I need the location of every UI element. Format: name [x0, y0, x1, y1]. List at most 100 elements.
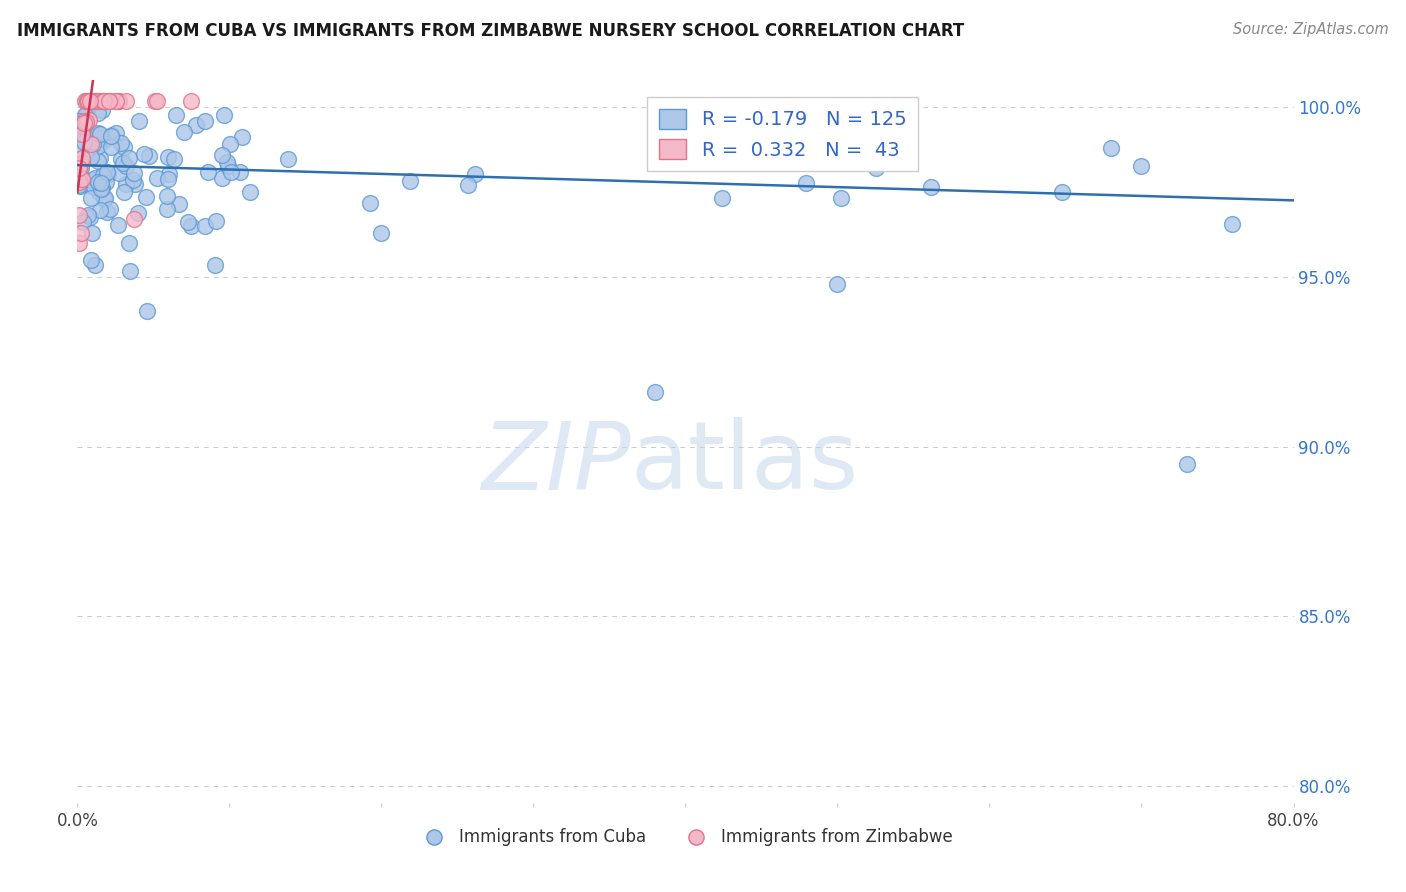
- Point: [104, 126, 127, 140]
- Point: [115, 178, 138, 192]
- Point: [72, 124, 94, 138]
- Point: [176, 215, 198, 229]
- Point: [98, 94, 121, 108]
- Point: [110, 152, 132, 166]
- Point: [80, 150, 103, 164]
- Text: ZIP: ZIP: [481, 417, 631, 508]
- Point: [77, 113, 100, 128]
- Point: [112, 140, 135, 154]
- Point: [127, 206, 149, 220]
- Point: [180, 94, 202, 108]
- Point: [865, 161, 887, 175]
- Point: [180, 219, 202, 234]
- Point: [98, 94, 121, 108]
- Point: [104, 94, 127, 108]
- Point: [80, 252, 103, 267]
- Point: [73, 136, 96, 150]
- Point: [143, 94, 166, 108]
- Point: [83, 259, 105, 273]
- Point: [122, 173, 145, 187]
- Point: [86, 94, 108, 108]
- Point: [89, 128, 111, 142]
- Point: [67, 208, 90, 222]
- Point: [118, 235, 141, 250]
- Point: [211, 170, 233, 185]
- Point: [197, 165, 219, 179]
- Point: [231, 130, 253, 145]
- Point: [79, 94, 101, 108]
- Point: [1050, 185, 1073, 199]
- Point: [73, 113, 96, 128]
- Point: [76, 106, 98, 120]
- Point: [156, 188, 179, 202]
- Point: [69, 178, 91, 193]
- Point: [114, 159, 136, 173]
- Point: [90, 176, 112, 190]
- Point: [70, 152, 93, 166]
- Point: [217, 154, 239, 169]
- Point: [219, 137, 242, 152]
- Point: [1099, 140, 1122, 154]
- Point: [122, 166, 145, 180]
- Point: [214, 107, 236, 121]
- Point: [219, 165, 242, 179]
- Point: [93, 94, 115, 108]
- Point: [87, 139, 110, 153]
- Point: [107, 94, 129, 108]
- Point: [104, 94, 127, 108]
- Point: [115, 94, 138, 108]
- Point: [101, 128, 124, 142]
- Point: [79, 94, 101, 108]
- Point: [146, 171, 169, 186]
- Point: [67, 161, 90, 175]
- Point: [80, 137, 103, 152]
- Point: [239, 186, 262, 200]
- Point: [398, 173, 420, 187]
- Point: [165, 107, 187, 121]
- Point: [96, 94, 118, 108]
- Point: [87, 154, 110, 169]
- Text: atlas: atlas: [631, 417, 859, 509]
- Point: [194, 219, 217, 234]
- Point: [108, 94, 131, 108]
- Point: [90, 179, 112, 194]
- Point: [128, 113, 150, 128]
- Point: [70, 156, 93, 170]
- Point: [76, 94, 98, 108]
- Point: [90, 182, 112, 196]
- Point: [100, 140, 122, 154]
- Point: [108, 166, 131, 180]
- Point: [80, 191, 103, 205]
- Point: [80, 173, 103, 187]
- Point: [136, 304, 159, 318]
- Point: [70, 161, 93, 176]
- Point: [111, 156, 134, 170]
- Point: [69, 157, 91, 171]
- Point: [89, 151, 111, 165]
- Point: [69, 117, 91, 131]
- Point: [146, 94, 169, 108]
- Point: [67, 165, 90, 179]
- Point: [370, 226, 392, 240]
- Point: [211, 148, 233, 162]
- Point: [67, 178, 90, 192]
- Point: [86, 127, 108, 141]
- Point: [157, 171, 180, 186]
- Point: [1220, 217, 1243, 231]
- Point: [124, 177, 146, 191]
- Point: [457, 178, 479, 192]
- Point: [72, 120, 94, 134]
- Text: IMMIGRANTS FROM CUBA VS IMMIGRANTS FROM ZIMBABWE NURSERY SCHOOL CORRELATION CHAR: IMMIGRANTS FROM CUBA VS IMMIGRANTS FROM …: [17, 22, 965, 40]
- Point: [194, 114, 217, 128]
- Point: [67, 236, 90, 251]
- Point: [73, 116, 96, 130]
- Point: [70, 127, 93, 141]
- Point: [94, 176, 117, 190]
- Point: [711, 191, 734, 205]
- Point: [96, 167, 118, 181]
- Point: [89, 185, 111, 199]
- Point: [173, 125, 195, 139]
- Point: [138, 149, 160, 163]
- Point: [84, 94, 107, 108]
- Point: [67, 114, 90, 128]
